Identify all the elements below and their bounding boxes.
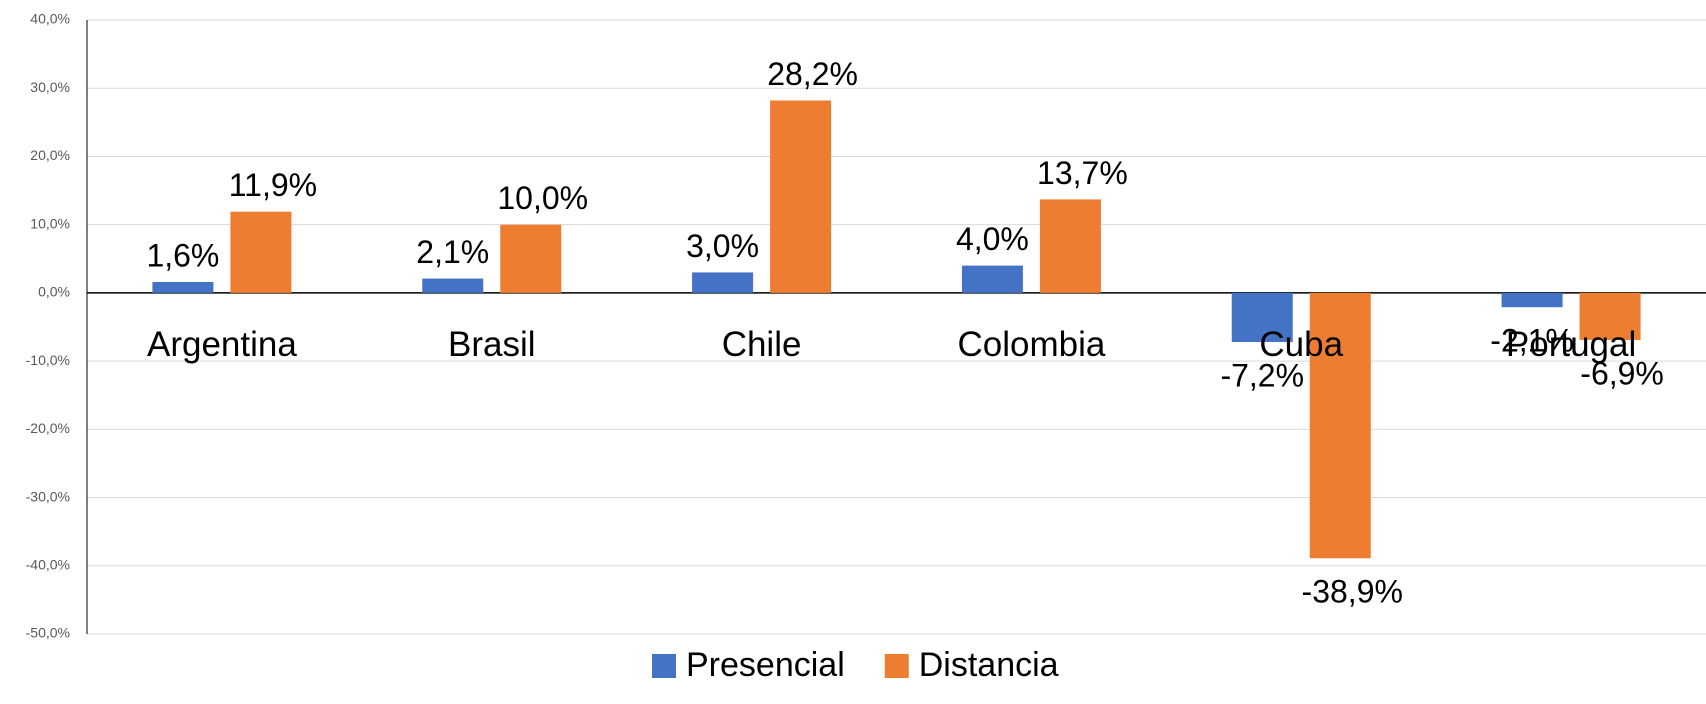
x-tick-label: Cuba (1259, 325, 1343, 364)
data-label: -2,1% (1490, 323, 1574, 359)
legend-swatch (884, 654, 909, 678)
data-label: 1,6% (146, 237, 219, 273)
bar (422, 278, 484, 293)
data-label: -6,9% (1580, 355, 1664, 391)
bar (1231, 292, 1293, 343)
data-label: -7,2% (1220, 357, 1304, 393)
bar (152, 281, 214, 293)
y-tick-label: 20,0% (30, 147, 70, 163)
data-label: 11,9% (229, 167, 317, 203)
y-tick-label: 10,0% (30, 215, 70, 231)
data-label: 13,7% (1037, 155, 1128, 191)
data-label: 3,0% (686, 228, 759, 264)
y-tick-label: 30,0% (30, 79, 70, 95)
bar (230, 211, 292, 293)
bar (1501, 292, 1563, 308)
bar (770, 100, 832, 293)
x-tick-label: Chile (722, 325, 802, 364)
y-tick-label: 40,0% (30, 11, 70, 27)
data-label: 28,2% (767, 56, 858, 92)
bar (500, 224, 562, 293)
bar (1039, 199, 1101, 293)
data-label: 2,1% (416, 234, 489, 270)
data-label: 10,0% (497, 180, 588, 216)
y-tick-label: -30,0% (26, 488, 70, 504)
y-tick-label: 0,0% (38, 284, 70, 300)
y-tick-label: -20,0% (26, 420, 70, 436)
x-tick-label: Brasil (448, 325, 536, 364)
bar (961, 265, 1023, 293)
data-label: 4,0% (956, 221, 1029, 257)
bar (1579, 292, 1641, 340)
x-tick-label: Argentina (147, 325, 297, 364)
legend-label: Distancia (919, 646, 1059, 684)
y-tick-label: -40,0% (26, 556, 70, 572)
bar (1309, 292, 1371, 559)
y-tick-label: -50,0% (26, 625, 70, 641)
bar (692, 272, 754, 293)
data-label: -38,9% (1302, 574, 1403, 610)
x-tick-label: Colombia (957, 325, 1105, 364)
legend-swatch (652, 654, 676, 678)
legend-label: Presencial (686, 646, 845, 684)
y-tick-label: -10,0% (26, 352, 70, 368)
x-tick-label: Portugal (1506, 325, 1636, 364)
